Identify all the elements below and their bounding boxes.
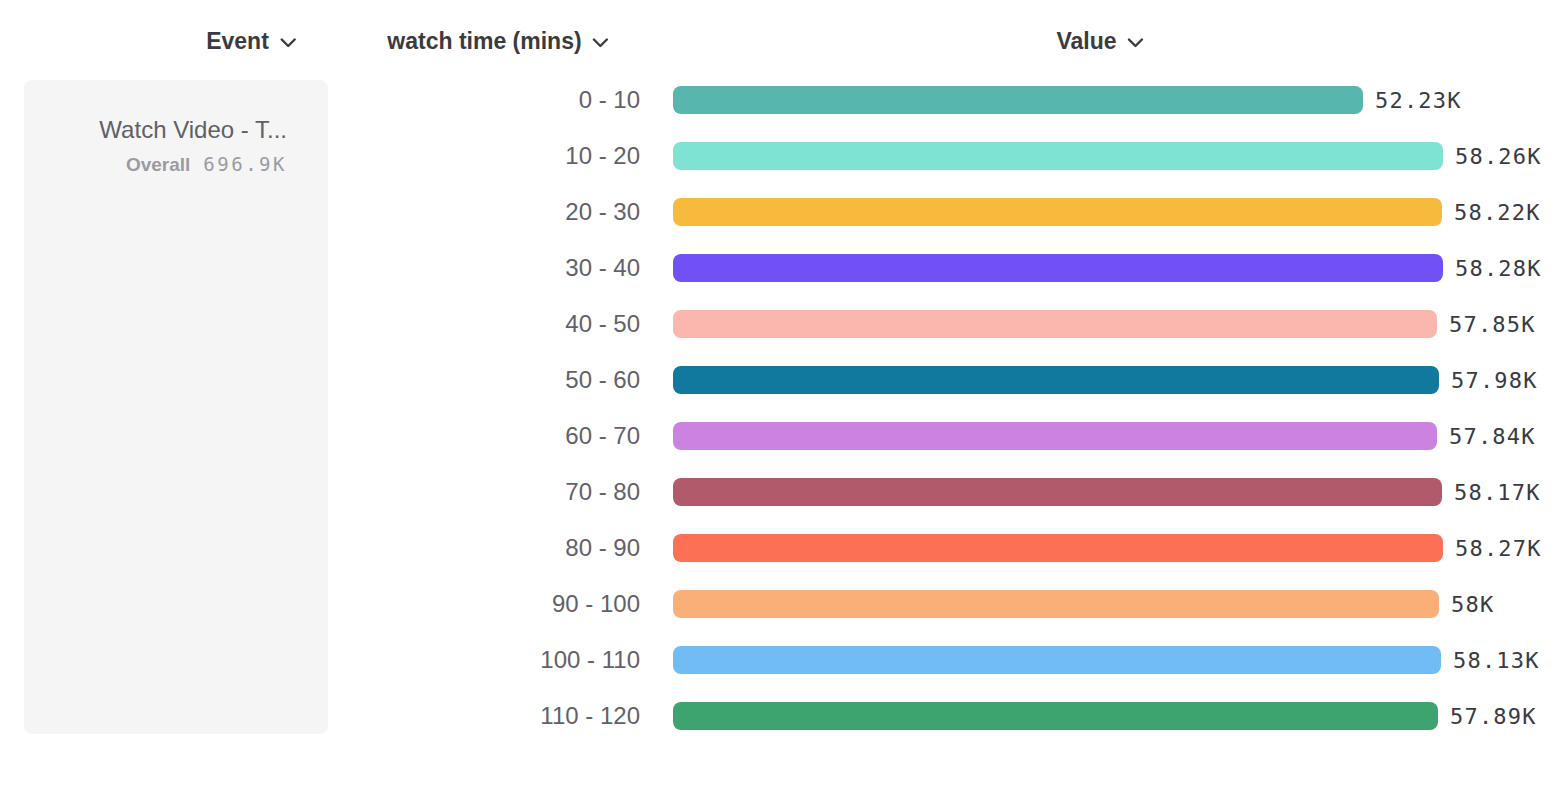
category-label: 70 - 80 [0,478,640,506]
bar-row: 40 - 50 57.85K [0,296,1568,352]
bar-row: 80 - 90 58.27K [0,520,1568,576]
value-column-header-label: Value [1056,28,1116,55]
bar[interactable] [673,422,1437,450]
value-label: 58.13K [1453,648,1540,673]
bar-row: 0 - 10 52.23K [0,72,1568,128]
value-label: 52.23K [1375,88,1462,113]
bar[interactable] [673,198,1442,226]
bar-row: 50 - 60 57.98K [0,352,1568,408]
bar[interactable] [673,478,1442,506]
chevron-down-icon [1128,38,1144,48]
bar-row: 70 - 80 58.17K [0,464,1568,520]
category-label: 50 - 60 [0,366,640,394]
value-label: 58K [1451,592,1494,617]
value-label: 58.27K [1455,536,1542,561]
event-column-header[interactable]: Event [206,28,296,55]
category-label: 80 - 90 [0,534,640,562]
breakdown-column-header[interactable]: watch time (mins) [387,28,608,55]
bar[interactable] [673,86,1363,114]
bar-row: 10 - 20 58.26K [0,128,1568,184]
category-label: 30 - 40 [0,254,640,282]
category-label: 100 - 110 [0,646,640,674]
bar-row: 60 - 70 57.84K [0,408,1568,464]
bar-row: 20 - 30 58.22K [0,184,1568,240]
bar[interactable] [673,534,1443,562]
category-label: 20 - 30 [0,198,640,226]
bar-row: 100 - 110 58.13K [0,632,1568,688]
bar[interactable] [673,590,1439,618]
chevron-down-icon [280,38,296,48]
category-label: 110 - 120 [0,702,640,730]
value-label: 57.84K [1449,424,1536,449]
chevron-down-icon [593,38,609,48]
value-label: 57.89K [1450,704,1537,729]
event-column-header-label: Event [206,28,269,55]
value-label: 57.98K [1451,368,1538,393]
breakdown-column-header-label: watch time (mins) [387,28,581,55]
category-label: 90 - 100 [0,590,640,618]
bar[interactable] [673,310,1437,338]
category-label: 40 - 50 [0,310,640,338]
value-column-header[interactable]: Value [1056,28,1143,55]
category-label: 0 - 10 [0,86,640,114]
bar-row: 90 - 100 58K [0,576,1568,632]
bar-chart: 0 - 10 52.23K 10 - 20 58.26K 20 - 30 58.… [0,72,1568,744]
category-label: 60 - 70 [0,422,640,450]
bar[interactable] [673,254,1443,282]
bar-row: 110 - 120 57.89K [0,688,1568,744]
value-label: 58.26K [1455,144,1542,169]
bar[interactable] [673,142,1443,170]
value-label: 58.17K [1454,480,1541,505]
category-label: 10 - 20 [0,142,640,170]
bar[interactable] [673,646,1441,674]
bar[interactable] [673,366,1439,394]
bar-row: 30 - 40 58.28K [0,240,1568,296]
value-label: 58.28K [1455,256,1542,281]
bar[interactable] [673,702,1438,730]
insights-bar-chart-view: Event watch time (mins) Value Watch Vide… [0,0,1568,790]
value-label: 58.22K [1454,200,1541,225]
value-label: 57.85K [1449,312,1536,337]
